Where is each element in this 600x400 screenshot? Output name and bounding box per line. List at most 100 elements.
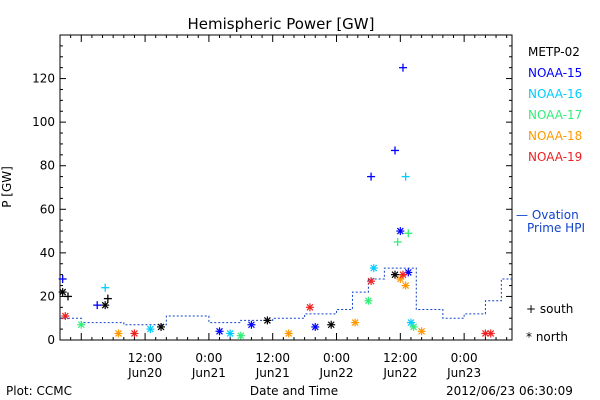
marker-legend-north: * north xyxy=(526,330,568,344)
marker-legend: + south * north xyxy=(526,302,573,344)
legend-entry-noaa-19: NOAA-19 xyxy=(528,150,582,164)
north-marker-d2 xyxy=(402,282,410,289)
series-noaa-19 xyxy=(61,270,495,338)
y-tick-label: 120 xyxy=(32,72,55,86)
data-markers xyxy=(58,63,495,340)
data-point xyxy=(58,288,67,297)
legend-entry-noaa-15: NOAA-15 xyxy=(528,66,582,80)
north-marker-d2 xyxy=(248,321,255,329)
north-marker-d2 xyxy=(407,319,415,326)
x-tick-label-day: Jun21 xyxy=(255,366,290,380)
data-point xyxy=(367,277,376,286)
y-tick-label: 60 xyxy=(40,202,55,216)
series-noaa-16 xyxy=(101,172,415,338)
y-tick-label: 40 xyxy=(40,246,55,260)
data-point xyxy=(327,320,336,329)
north-marker-d2 xyxy=(391,271,399,279)
data-point xyxy=(263,316,272,325)
marker-legend-south: + south xyxy=(526,302,573,316)
north-marker-d2 xyxy=(59,288,67,296)
data-point xyxy=(305,303,314,312)
north-marker-d2 xyxy=(364,297,372,305)
data-point xyxy=(396,227,405,236)
data-point xyxy=(391,146,400,155)
data-point xyxy=(247,320,256,329)
x-tick-label-day: Jun21 xyxy=(191,366,226,380)
north-marker-d2 xyxy=(370,264,378,272)
data-point xyxy=(351,318,360,327)
x-tick-label-day: Jun22 xyxy=(319,366,354,380)
footer-source: Plot: CCMC xyxy=(6,384,72,398)
north-marker-d2 xyxy=(410,323,418,331)
data-point xyxy=(486,329,495,338)
x-axis-label: Date and Time xyxy=(250,384,338,398)
chart-title: Hemispheric Power [GW] xyxy=(188,15,375,33)
north-marker-d2 xyxy=(115,330,122,337)
north-marker-d2 xyxy=(61,312,69,320)
north-marker-d2 xyxy=(131,330,138,337)
data-point xyxy=(93,301,102,310)
north-marker-d2 xyxy=(418,327,426,335)
north-marker-d2 xyxy=(306,303,314,311)
north-marker-d2 xyxy=(311,323,319,331)
north-marker-d2 xyxy=(481,330,489,337)
north-marker-d2 xyxy=(487,330,495,337)
model-legend-line2: Prime HPI xyxy=(527,221,585,235)
x-tick-label-time: 12:00 xyxy=(255,351,290,365)
model-legend-line1: — Ovation xyxy=(516,208,579,222)
north-marker-d2 xyxy=(157,323,165,331)
data-point xyxy=(406,318,415,327)
data-point xyxy=(226,329,235,338)
data-point xyxy=(101,283,110,292)
north-marker-d2 xyxy=(327,321,335,329)
data-point xyxy=(101,301,110,310)
model-legend: — Ovation Prime HPI xyxy=(516,208,585,235)
data-point xyxy=(417,327,426,336)
data-point xyxy=(284,329,293,338)
north-marker-d2 xyxy=(237,332,245,340)
footer-timestamp: 2012/06/23 06:30:09 xyxy=(446,384,573,398)
data-point xyxy=(369,264,378,273)
x-tick-label-time: 0:00 xyxy=(323,351,350,365)
data-point xyxy=(114,329,123,338)
y-tick-label: 80 xyxy=(40,159,55,173)
x-tick-label-day: Jun23 xyxy=(446,366,481,380)
x-tick-label-day: Jun22 xyxy=(382,366,417,380)
data-point xyxy=(63,292,72,301)
north-marker-d2 xyxy=(351,319,359,326)
data-point xyxy=(130,329,139,338)
data-point xyxy=(61,312,70,321)
data-point xyxy=(401,172,410,181)
data-point xyxy=(398,270,407,279)
legend-entry-metp-02: METP-02 xyxy=(528,45,580,59)
y-tick-label: 0 xyxy=(47,333,55,347)
data-point xyxy=(103,294,112,303)
x-tick-label-time: 12:00 xyxy=(128,351,163,365)
data-point xyxy=(236,331,245,340)
legend-entry-noaa-18: NOAA-18 xyxy=(528,129,582,143)
series-metp-02 xyxy=(58,270,400,331)
data-point xyxy=(404,229,413,238)
north-marker-d2 xyxy=(396,275,404,283)
legend: METP-02 NOAA-15 NOAA-16 NOAA-17 NOAA-18 NOAA-… xyxy=(528,45,582,164)
data-point xyxy=(409,322,418,331)
data-point xyxy=(311,322,320,331)
north-marker-d2 xyxy=(216,327,223,335)
axis-ticks: 02040608010012012:00Jun200:00Jun2112:00J… xyxy=(32,35,512,380)
model-step-line xyxy=(60,267,512,326)
series-noaa-17 xyxy=(77,229,418,340)
data-point xyxy=(391,270,400,279)
y-axis-label: P [GW] xyxy=(0,166,14,208)
legend-entry-noaa-16: NOAA-16 xyxy=(528,87,582,101)
ovation-prime-hpi-line xyxy=(60,267,512,326)
x-tick-label-day: Jun20 xyxy=(127,366,162,380)
data-point xyxy=(157,322,166,331)
north-marker-d2 xyxy=(263,316,271,324)
data-point xyxy=(364,296,373,305)
data-point xyxy=(77,320,86,329)
north-marker-d2 xyxy=(77,321,85,329)
plot-frame xyxy=(59,34,513,341)
data-point xyxy=(146,325,155,334)
north-marker-d2 xyxy=(146,325,154,333)
